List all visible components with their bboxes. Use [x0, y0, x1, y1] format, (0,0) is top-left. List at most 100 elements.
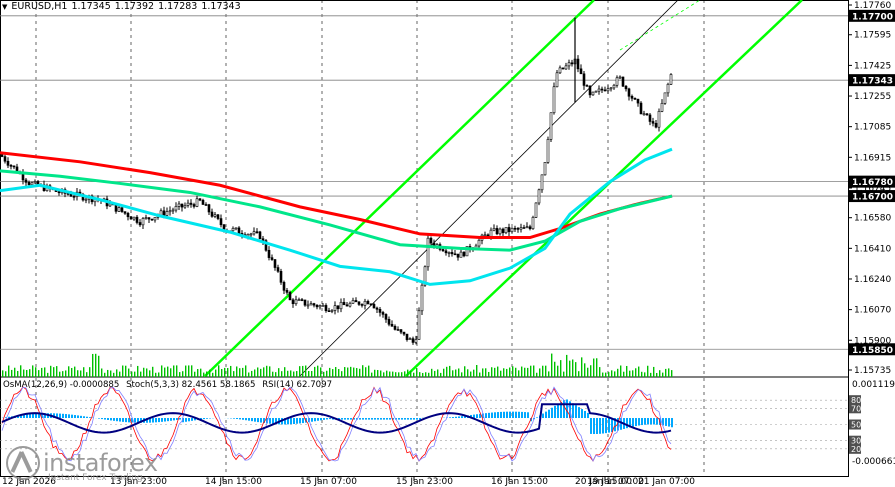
symbol-label: EURUSD,H1	[11, 1, 68, 12]
volume-bar	[596, 358, 598, 377]
osma-bar	[656, 418, 658, 425]
candle-body	[636, 98, 640, 104]
price-label: 1.15735	[854, 366, 891, 376]
candle-body	[546, 139, 550, 163]
volume-bar	[452, 370, 454, 377]
volume-bar	[512, 366, 514, 377]
channel-mid-line	[299, 0, 679, 377]
volume-bar	[515, 367, 517, 377]
price-label: 1.16410	[854, 244, 891, 254]
volume-bar	[74, 366, 76, 377]
osma-bar	[458, 416, 460, 419]
osma-bar	[575, 405, 577, 419]
price-label: 1.16915	[854, 153, 891, 163]
osma-bar	[635, 418, 637, 427]
volume-bar	[2, 370, 4, 377]
volume-bar	[443, 368, 445, 377]
candle-body	[510, 227, 514, 233]
osma-bar	[179, 418, 181, 420]
price-tag: 1.16780	[852, 178, 893, 188]
candle-body	[531, 217, 535, 230]
candle-body	[279, 271, 283, 283]
volume-bar	[173, 365, 175, 377]
volume-bar	[335, 367, 337, 377]
volume-bar	[575, 362, 577, 377]
volume-bar	[98, 355, 100, 377]
candle-body	[321, 305, 325, 307]
osma-bar	[83, 416, 85, 419]
time-label: 21 Jan 07:00	[638, 477, 695, 487]
osma-bar	[62, 413, 64, 419]
osma-bar	[347, 418, 349, 420]
chart-grid	[0, 0, 849, 477]
osma-bar	[563, 400, 565, 419]
volume-bar	[461, 372, 463, 377]
osma-bar	[161, 418, 163, 422]
candle-body	[357, 301, 361, 305]
osma-bar	[242, 418, 244, 420]
volume-bar	[383, 372, 385, 377]
osma-bar	[290, 418, 292, 425]
candle-body	[348, 302, 352, 307]
candle-body	[459, 251, 463, 258]
volume-bar	[152, 366, 154, 377]
volume-bar	[605, 372, 607, 377]
candle-body	[144, 217, 148, 219]
candle-body	[540, 174, 544, 191]
candle-body	[378, 309, 382, 313]
candle-body	[537, 189, 541, 204]
volume-bar	[599, 367, 601, 377]
symbol-dropdown-icon[interactable]: ▼	[2, 2, 8, 11]
volume-bar	[158, 372, 160, 377]
price-tag: 1.17700	[852, 12, 893, 22]
price-label: 1.17255	[854, 92, 891, 102]
volume-bar	[464, 366, 466, 377]
time-label: 13 Jan 23:00	[110, 477, 167, 487]
osma-bar	[248, 418, 250, 421]
time-label: 15 Jan 23:00	[396, 477, 453, 487]
volume-bar	[95, 353, 97, 377]
volume-bar	[389, 371, 391, 377]
candle-body	[600, 88, 604, 91]
volume-bar	[215, 369, 217, 377]
candle-body	[108, 203, 112, 207]
osma-bar	[329, 418, 331, 420]
volume-bar	[635, 368, 637, 377]
osma-bar	[251, 418, 253, 422]
volume-bar	[665, 368, 667, 377]
volume-bar	[554, 361, 556, 377]
osma-bar	[671, 418, 673, 428]
osma-bar	[644, 418, 646, 425]
candle-body	[456, 253, 460, 258]
chart-header: ▼ EURUSD,H1 1.17345 1.17392 1.17283 1.17…	[2, 1, 241, 12]
volume-bar	[440, 372, 442, 377]
osma-bar	[500, 411, 502, 419]
volume-bar	[560, 360, 562, 377]
volume-bar	[308, 371, 310, 377]
osma-bar	[341, 418, 343, 420]
candle-body	[642, 113, 646, 116]
osma-bar	[170, 418, 172, 421]
candle-body	[123, 211, 127, 214]
candle-body	[354, 300, 358, 303]
osma-bar	[629, 418, 631, 428]
volume-bar	[188, 365, 190, 377]
candlesticks	[0, 17, 673, 345]
candle-body	[576, 58, 580, 70]
volume-bar	[428, 372, 430, 377]
volume-bar	[410, 370, 412, 377]
osma-bar	[662, 418, 664, 426]
candle-body	[147, 217, 151, 220]
candle-body	[639, 102, 643, 115]
candle-body	[423, 266, 427, 286]
volume-bar	[140, 371, 142, 377]
volume-bar	[224, 367, 226, 377]
candle-body	[561, 67, 565, 70]
volume-bar	[254, 369, 256, 377]
candle-body	[567, 62, 571, 67]
volume-bar	[362, 365, 364, 377]
osma-bar	[191, 418, 193, 421]
candle-body	[255, 231, 259, 233]
osma-bar	[317, 418, 319, 421]
